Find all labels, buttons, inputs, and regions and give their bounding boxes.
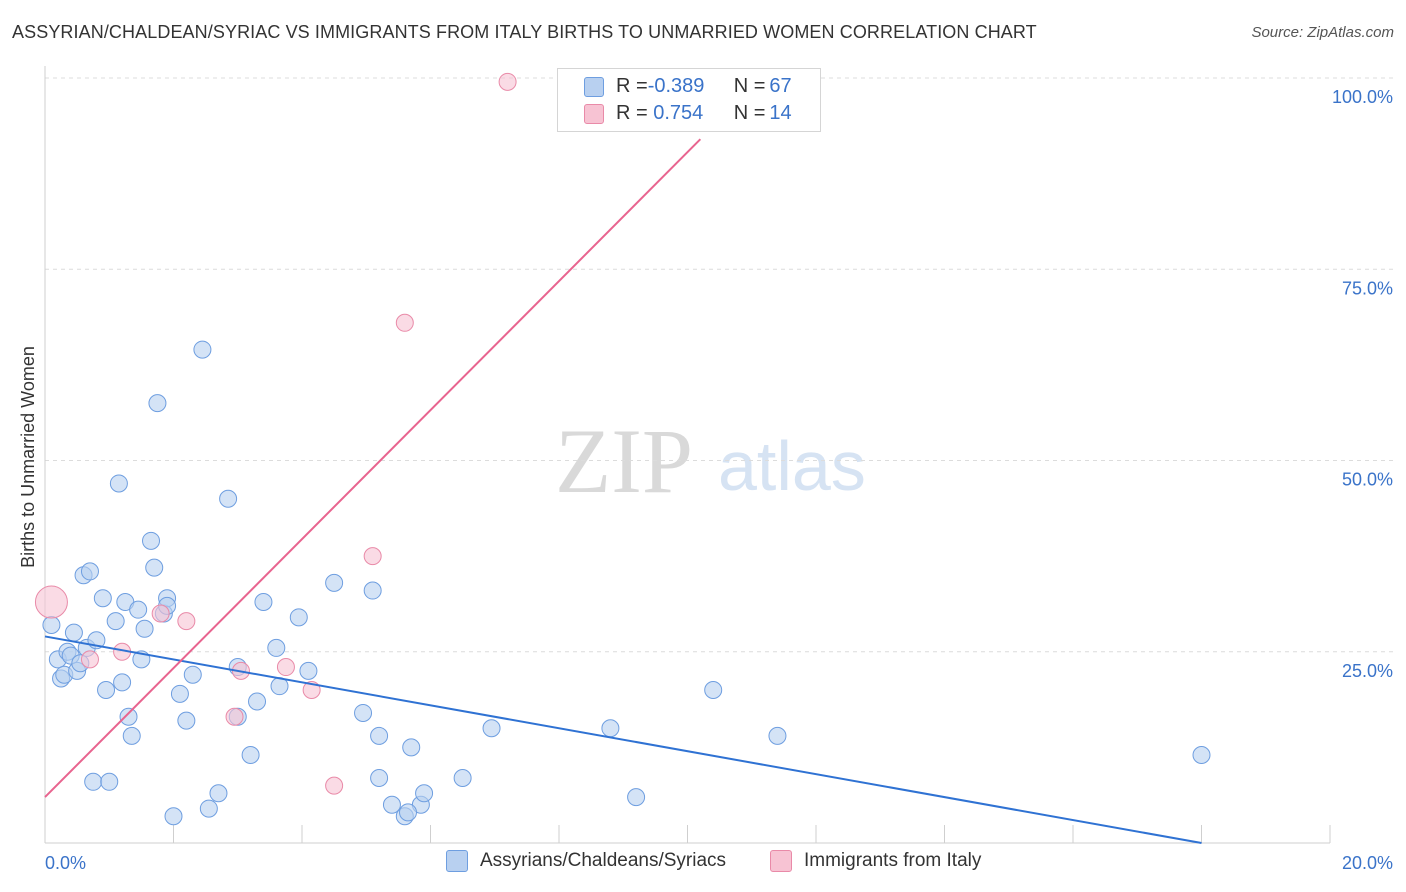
legend-n-value: 14 xyxy=(769,102,792,124)
bottom-legend-pink: Immigrants from Italy xyxy=(770,850,981,872)
blue-data-point xyxy=(704,681,723,699)
bottom-legend-swatch-blue xyxy=(446,850,468,872)
legend-n-label: N = xyxy=(733,102,766,124)
blue-data-point xyxy=(370,768,389,787)
pink-data-point xyxy=(80,650,99,669)
blue-data-point xyxy=(109,474,128,493)
blue-data-point xyxy=(382,795,401,814)
blue-data-point xyxy=(42,615,61,634)
blue-data-point xyxy=(170,684,189,703)
blue-data-point xyxy=(248,692,267,711)
watermark-atlas: atlas xyxy=(718,427,866,505)
y-tick-label: 25.0% xyxy=(1342,661,1393,681)
bottom-legend-label: Immigrants from Italy xyxy=(804,850,982,871)
legend-row-pink: R = 0.754 N = 14 xyxy=(584,102,792,125)
x-tick-label: 0.0% xyxy=(45,853,86,873)
x-tick-label: 20.0% xyxy=(1342,853,1393,873)
blue-data-point xyxy=(148,394,167,413)
blue-data-point xyxy=(299,661,318,680)
blue-data-point xyxy=(399,803,418,822)
blue-data-point xyxy=(97,681,116,699)
chart-title: ASSYRIAN/CHALDEAN/SYRIAC VS IMMIGRANTS F… xyxy=(12,22,1037,42)
blue-trend-line xyxy=(44,635,1202,844)
y-tick-label: 50.0% xyxy=(1342,470,1393,490)
blue-data-point xyxy=(453,768,472,787)
y-tick-label: 75.0% xyxy=(1342,278,1393,298)
legend-r-label: R = xyxy=(616,75,648,97)
blue-data-point xyxy=(64,623,83,642)
blue-data-point xyxy=(415,784,434,803)
blue-data-point xyxy=(164,807,183,826)
pink-data-point xyxy=(151,604,170,623)
blue-data-point xyxy=(177,711,196,730)
legend-row-blue: R = -0.389 N = 67 xyxy=(584,75,792,98)
legend-r-value: -0.389 xyxy=(647,75,705,97)
correlation-legend: R = -0.389 N = 67 R = 0.754 N = 14 xyxy=(557,68,821,132)
blue-data-point xyxy=(370,726,389,745)
bottom-legend-label: Assyrians/Chaldeans/Syriacs xyxy=(480,850,727,871)
blue-data-point xyxy=(119,707,138,726)
blue-data-point xyxy=(209,784,228,803)
blue-data-point xyxy=(254,593,273,612)
blue-data-point xyxy=(183,665,202,684)
pink-data-point xyxy=(276,658,295,677)
source-label: Source: ZipAtlas.com xyxy=(1251,24,1394,41)
pink-data-point xyxy=(363,547,382,566)
blue-data-point xyxy=(100,772,119,791)
blue-data-point xyxy=(325,573,344,592)
blue-data-point xyxy=(601,719,620,738)
blue-data-point xyxy=(135,619,154,638)
blue-data-point xyxy=(354,703,373,722)
blue-data-point xyxy=(1192,746,1211,765)
blue-data-point xyxy=(142,531,161,550)
pink-trend-line xyxy=(44,138,702,798)
legend-n-label: N = xyxy=(733,75,766,97)
blue-data-point xyxy=(241,746,260,765)
legend-swatch-blue xyxy=(584,76,604,97)
blue-data-point xyxy=(363,581,382,600)
blue-data-point xyxy=(289,608,308,627)
bottom-legend-blue: Assyrians/Chaldeans/Syriacs xyxy=(446,850,726,872)
blue-data-point xyxy=(145,558,164,577)
legend-swatch-pink xyxy=(584,103,604,124)
blue-data-point xyxy=(122,726,141,745)
pink-data-point xyxy=(177,612,196,631)
blue-data-point xyxy=(267,638,286,657)
bottom-legend-swatch-pink xyxy=(770,850,792,872)
blue-data-point xyxy=(113,673,132,692)
pink-data-point xyxy=(225,707,244,726)
pink-data-point xyxy=(395,313,414,332)
blue-data-point xyxy=(106,612,125,631)
blue-data-point xyxy=(129,600,148,619)
blue-data-point xyxy=(482,719,501,738)
blue-data-point xyxy=(219,489,238,508)
legend-n-value: 67 xyxy=(769,75,792,97)
pink-data-point xyxy=(498,72,517,91)
pink-data-point xyxy=(325,776,344,795)
watermark: ZIP atlas xyxy=(555,410,866,512)
blue-data-point xyxy=(402,738,421,757)
blue-data-point xyxy=(627,788,646,807)
y-axis-label: Births to Unmarried Women xyxy=(18,346,38,568)
blue-data-point xyxy=(193,340,212,359)
blue-data-point xyxy=(84,772,103,791)
legend-r-value: 0.754 xyxy=(647,102,704,124)
legend-r-label: R = xyxy=(616,102,648,124)
blue-data-point xyxy=(199,799,218,818)
y-tick-label: 100.0% xyxy=(1332,87,1393,107)
pink-data-point xyxy=(34,585,68,619)
blue-data-point xyxy=(93,589,112,608)
blue-data-point xyxy=(768,726,787,745)
blue-data-point xyxy=(80,562,99,581)
